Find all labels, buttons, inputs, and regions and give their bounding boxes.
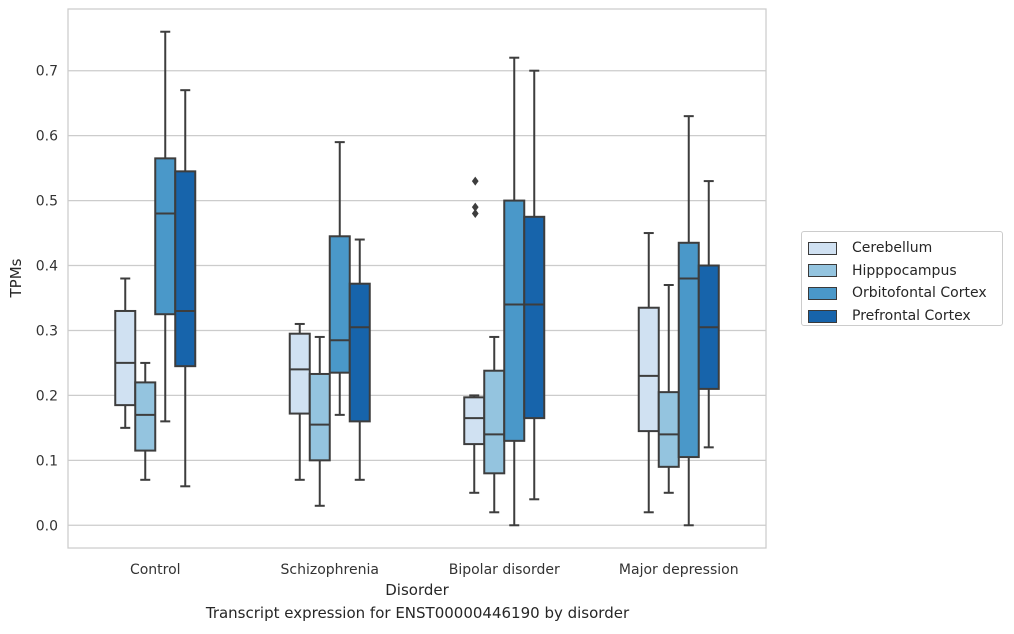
box-hipppocampus-major-depression: [657, 283, 680, 494]
outlier-orbitofontal-cortex-bipolar-disorder-2: [471, 176, 479, 186]
iqr-box-cerebellum-control: [114, 309, 137, 407]
y-tick-label: 0.2: [36, 388, 58, 404]
legend-label-cerebellum: Cerebellum: [852, 240, 933, 257]
iqr-box-cerebellum-major-depression: [637, 306, 660, 433]
iqr-box-prefrontal-cortex-schizophrenia: [348, 282, 371, 423]
y-tick-label: 0.7: [36, 64, 58, 80]
plot-frame: [67, 8, 767, 549]
x-tick-label-bipolar-disorder: Bipolar disorder: [449, 562, 560, 578]
box-series: [114, 30, 720, 527]
box-orbitofontal-cortex-control: [154, 30, 177, 423]
box-orbitofontal-cortex-bipolar-disorder: [471, 56, 526, 527]
iqr-box-orbitofontal-cortex-bipolar-disorder: [503, 199, 526, 442]
x-axis-label: Disorder: [385, 581, 449, 599]
box-cerebellum-control: [114, 277, 137, 429]
iqr-box-hipppocampus-control: [134, 381, 157, 452]
y-tick-label: 0.4: [36, 259, 58, 275]
iqr-box-prefrontal-cortex-bipolar-disorder: [523, 215, 546, 420]
box-hipppocampus-schizophrenia: [308, 335, 331, 507]
box-cerebellum-schizophrenia: [288, 322, 311, 481]
y-tick-label: 0.3: [36, 323, 58, 339]
box-cerebellum-bipolar-disorder: [463, 394, 486, 494]
legend-item-cerebellum: Cerebellum: [808, 237, 1002, 260]
legend-item-orbitofrontal: Orbitofontal Cortex: [808, 282, 1002, 305]
x-tick-label-schizophrenia: Schizophrenia: [281, 562, 379, 578]
iqr-box-hipppocampus-schizophrenia: [308, 372, 331, 462]
box-prefrontal-cortex-control: [174, 89, 197, 488]
box-hipppocampus-control: [134, 361, 157, 481]
box-orbitofontal-cortex-major-depression: [677, 115, 700, 527]
box-prefrontal-cortex-bipolar-disorder: [523, 69, 546, 501]
legend-swatch-orbitofrontal: [808, 286, 837, 300]
legend-label-prefrontal: Prefrontal Cortex: [852, 308, 971, 325]
legend: Cerebellum Hipppocampus Orbitofontal Cor…: [801, 231, 1003, 326]
box-cerebellum-major-depression: [637, 232, 660, 514]
box-prefrontal-cortex-major-depression: [697, 180, 720, 449]
iqr-box-cerebellum-schizophrenia: [288, 332, 311, 415]
y-tick-label: 0.1: [36, 453, 58, 469]
iqr-box-orbitofontal-cortex-control: [154, 157, 177, 316]
legend-swatch-hippocampus: [808, 264, 837, 278]
box-orbitofontal-cortex-schizophrenia: [328, 141, 351, 416]
y-tick-label: 0.6: [36, 129, 58, 145]
legend-label-hippocampus: Hipppocampus: [852, 262, 957, 279]
iqr-box-cerebellum-bipolar-disorder: [463, 396, 486, 446]
x-tick-label-major-depression: Major depression: [619, 562, 739, 578]
legend-item-prefrontal: Prefrontal Cortex: [808, 305, 1002, 328]
x-tick-label-control: Control: [130, 562, 181, 578]
iqr-box-orbitofontal-cortex-major-depression: [677, 241, 700, 459]
legend-swatch-cerebellum: [808, 241, 837, 255]
iqr-box-prefrontal-cortex-control: [174, 170, 197, 368]
y-tick-label: 0.5: [36, 194, 58, 210]
outlier-orbitofontal-cortex-bipolar-disorder-1: [471, 202, 479, 212]
chart-caption: Transcript expression for ENST0000044619…: [205, 604, 630, 622]
y-axis-label: TPMs: [7, 258, 25, 298]
outlier-orbitofontal-cortex-bipolar-disorder-0: [471, 209, 479, 219]
legend-label-orbitofrontal: Orbitofontal Cortex: [852, 285, 987, 302]
box-prefrontal-cortex-schizophrenia: [348, 238, 371, 481]
legend-item-hippocampus: Hipppocampus: [808, 260, 1002, 283]
iqr-box-hipppocampus-bipolar-disorder: [483, 369, 506, 475]
y-tick-label: 0.0: [36, 518, 58, 534]
x-tick-labels: Control Schizophrenia Bipolar disorder Majo…: [130, 562, 739, 578]
legend-swatch-prefrontal: [808, 309, 837, 323]
y-tick-labels: 0.0 0.1 0.2 0.3 0.4 0.5 0.6 0.7: [36, 64, 58, 535]
box-hipppocampus-bipolar-disorder: [483, 335, 506, 514]
iqr-box-hipppocampus-major-depression: [657, 391, 680, 468]
iqr-box-orbitofontal-cortex-schizophrenia: [328, 235, 351, 374]
